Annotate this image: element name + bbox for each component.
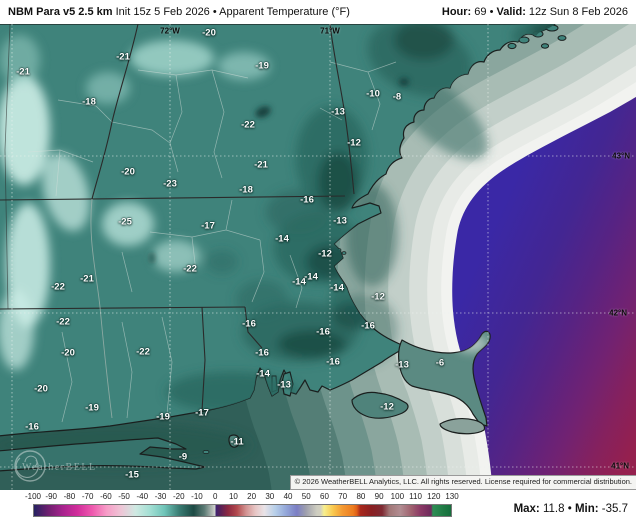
colorbar-tick: -70: [81, 492, 94, 501]
colorbar-tick: 30: [265, 492, 275, 501]
valid-value: 12z Sun 8 Feb 2026: [528, 6, 628, 18]
max-min-readout: Max: 11.8 • Min: -35.7: [514, 503, 628, 515]
colorbar-tick: 120: [427, 492, 441, 501]
copyright-notice: © 2026 WeatherBELL Analytics, LLC. All r…: [289, 475, 636, 490]
county-borders: [27, 61, 397, 423]
valid-time: Hour: 69 • Valid: 12z Sun 8 Feb 2026: [442, 6, 636, 18]
colorbar-ticks: -100 -90 -80 -70 -60 -50 -40 -30 -20 -10 0 10 20 30 40…: [0, 492, 636, 502]
gulf-stream-warm-region: [452, 96, 636, 490]
colorbar-tick: 0: [212, 492, 218, 501]
colorbar-tick: 20: [247, 492, 257, 501]
block-island: [228, 434, 240, 448]
colorbar-tick: -50: [118, 492, 130, 501]
separator-dot: •: [489, 6, 494, 18]
map-canvas: WeatherBELL: [0, 24, 636, 490]
graticule: [0, 24, 636, 490]
weatherbell-watermark: WeatherBELL: [14, 450, 97, 482]
init-subtitle: Init 15z 5 Feb 2026 • Apparent Temperatu…: [115, 6, 350, 18]
min-value: -35.7: [601, 503, 628, 515]
colorbar-tick: -90: [45, 492, 57, 501]
nantucket: [439, 418, 486, 435]
mainland-coastline: [0, 24, 556, 437]
marthas-vineyard: [351, 391, 409, 419]
colorbar: [33, 504, 452, 517]
colorbar-tick: 10: [228, 492, 238, 501]
colorbar-tick: 130: [445, 492, 459, 501]
valid-label: Valid:: [496, 6, 526, 18]
state-borders: [0, 24, 355, 412]
maxmin-separator: •: [567, 503, 572, 515]
colorbar-tick: 40: [283, 492, 293, 501]
colorbar-tick: 110: [409, 492, 422, 501]
landmass: [0, 24, 567, 472]
connecticut-river: [90, 198, 113, 419]
max-value: 11.8: [542, 503, 565, 515]
min-label: Min:: [574, 503, 599, 515]
lakes: [149, 78, 409, 264]
colorbar-tick: 100: [390, 492, 405, 501]
watermark-text: WeatherBELL: [22, 462, 97, 473]
colorbar-tick: -80: [63, 492, 76, 501]
colorbar-tick: 80: [356, 492, 366, 501]
legend-bar: -100 -90 -80 -70 -60 -50 -40 -30 -20 -10 0 10 20 30 40…: [0, 490, 636, 522]
colorbar-tick: -60: [100, 492, 112, 501]
colorbar-tick: 50: [301, 492, 311, 501]
colorbar-tick: -100: [24, 492, 42, 501]
colorbar-tick: 60: [320, 492, 329, 501]
map-area: WeatherBELL -20 -21 -19 -21 -10 -8 -18 -13 -22 -1…: [0, 24, 636, 490]
title-bar: NBM Para v5 2.5 km Init 15z 5 Feb 2026 •…: [0, 0, 636, 24]
colorbar-tick: 70: [338, 492, 348, 501]
max-label: Max:: [513, 503, 540, 515]
long-island: [0, 437, 206, 472]
colorbar-tick: -40: [136, 492, 149, 501]
colorbar-tick: 90: [374, 492, 384, 501]
colorbar-tick: -30: [154, 492, 167, 501]
hour-value: 69: [474, 6, 487, 18]
map-title: NBM Para v5 2.5 km Init 15z 5 Feb 2026 •…: [0, 6, 350, 18]
model-name: NBM Para v5 2.5 km: [8, 6, 113, 18]
colorbar-tick: -20: [172, 492, 185, 501]
hour-label: Hour:: [441, 6, 472, 18]
colorbar-tick: -10: [191, 492, 203, 501]
cape-cod: [398, 330, 491, 427]
